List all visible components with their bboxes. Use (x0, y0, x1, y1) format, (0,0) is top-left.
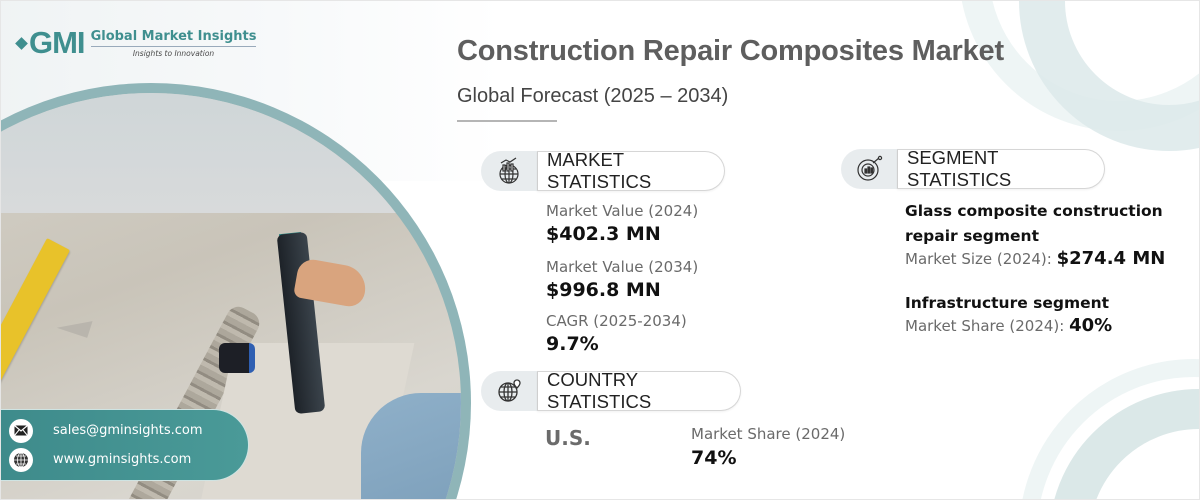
stat-label: Market Value (2024) (546, 202, 699, 220)
globe-icon (9, 447, 33, 472)
market-statistics-header: MARKET STATISTICS (481, 149, 725, 192)
stat-value: $996.8 MN (546, 279, 661, 301)
brand-tagline: Insights to Innovation (132, 48, 215, 58)
page-title: Construction Repair Composites Market (457, 35, 1004, 67)
stat-label: Market Share (2024) (691, 425, 846, 443)
title-divider (457, 120, 557, 122)
stat-value: $402.3 MN (546, 223, 661, 245)
segment-title: Infrastructure segment (905, 294, 1110, 312)
segment-statistics-heading: SEGMENT STATISTICS (897, 147, 1105, 190)
country-statistics-header: COUNTRY STATISTICS (481, 369, 741, 412)
contact-box: sales@gminsights.com www.gminsights.com (1, 409, 249, 481)
website-row[interactable]: www.gminsights.com (9, 445, 248, 474)
website-link[interactable]: www.gminsights.com (53, 452, 192, 467)
segment-statistics-header: SEGMENT STATISTICS (841, 147, 1105, 190)
segment-metric: Market Share (2024): 40% (905, 315, 1113, 336)
page-subtitle: Global Forecast (2025 – 2034) (457, 85, 729, 107)
stat-label: CAGR (2025-2034) (546, 312, 687, 330)
country-statistics-heading: COUNTRY STATISTICS (537, 369, 741, 412)
brand-name: Global Market Insights (90, 29, 257, 47)
stat-value: 74% (691, 447, 737, 469)
market-statistics-heading: MARKET STATISTICS (537, 149, 725, 192)
target-chart-icon (841, 149, 897, 189)
decorative-arc (1019, 1, 1199, 151)
stat-label: Market Value (2034) (546, 258, 699, 276)
globe-chart-icon (481, 151, 537, 191)
stat-value: 9.7% (546, 333, 599, 355)
globe-pin-icon (481, 371, 537, 411)
email-row[interactable]: sales@gminsights.com (9, 416, 248, 445)
diamond-icon (15, 36, 28, 50)
email-link[interactable]: sales@gminsights.com (53, 423, 203, 438)
gmi-logo[interactable]: GMI Global Market Insights Insights to I… (15, 25, 257, 61)
segment-metric: Market Size (2024): $274.4 MN (905, 248, 1166, 269)
segment-title: Glass composite construction repair segm… (905, 202, 1163, 245)
envelope-icon (9, 418, 33, 443)
logo-mark: GMI (15, 25, 86, 61)
country-name: U.S. (545, 426, 591, 450)
